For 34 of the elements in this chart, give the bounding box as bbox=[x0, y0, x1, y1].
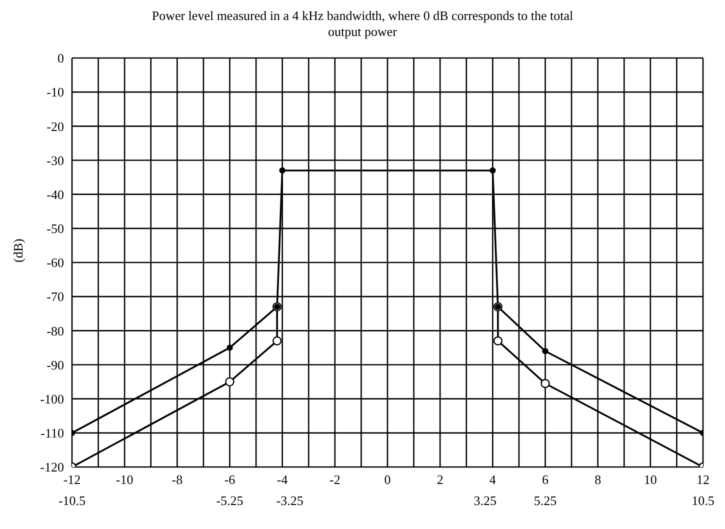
y-tick-label: -40 bbox=[46, 186, 64, 202]
x-tick-label: -6 bbox=[224, 472, 236, 488]
x2-tick-label: 3.25 bbox=[474, 493, 497, 509]
y-tick-label: -100 bbox=[40, 391, 64, 406]
y-tick-label: -110 bbox=[40, 426, 64, 441]
x2-tick-label: -3.25 bbox=[276, 493, 304, 509]
x2-tick-label: -5.25 bbox=[216, 493, 244, 509]
y-tick-label: -20 bbox=[46, 118, 64, 134]
x-tick-label: -2 bbox=[329, 472, 340, 488]
y-tick-label: -120 bbox=[40, 460, 64, 475]
x2-tick-label: -10.5 bbox=[58, 493, 86, 509]
y-tick-label: -80 bbox=[46, 323, 64, 338]
x-tick-label: 2 bbox=[436, 472, 444, 488]
x-tick-label: 8 bbox=[594, 472, 602, 488]
x-tick-label: 12 bbox=[696, 472, 710, 488]
x-tick-label: -10 bbox=[116, 472, 134, 488]
y-tick-label: -30 bbox=[46, 152, 64, 168]
x2-tick-label: 10.5 bbox=[692, 493, 714, 509]
x-tick-label: 10 bbox=[644, 472, 657, 488]
x-tick-label: -8 bbox=[172, 472, 183, 488]
y-tick-label: -70 bbox=[46, 289, 64, 304]
chart-title: Power level measured in a 4 kHz bandwidth, where 0 dB corresponds to the total output power bbox=[150, 8, 574, 41]
x-tick-label: -4 bbox=[276, 472, 288, 488]
y-tick-label: 0 bbox=[58, 50, 64, 66]
y-tick-label: -60 bbox=[46, 255, 64, 270]
y-tick-label: -10 bbox=[46, 84, 64, 100]
y-axis-title: (dB) bbox=[10, 238, 26, 262]
x2-tick-label: 5.25 bbox=[534, 493, 557, 509]
y-tick-label: -90 bbox=[46, 357, 64, 372]
x-tick-label: -12 bbox=[63, 472, 81, 488]
x-tick-label: 6 bbox=[542, 472, 549, 488]
x-tick-label: 4 bbox=[489, 472, 496, 488]
y-tick-label: -50 bbox=[46, 221, 64, 236]
x-tick-label: 0 bbox=[384, 472, 391, 488]
